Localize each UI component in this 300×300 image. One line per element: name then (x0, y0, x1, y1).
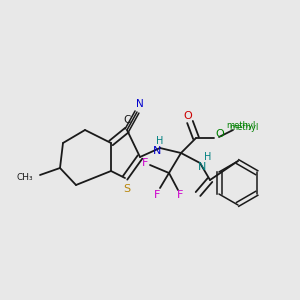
Text: N: N (198, 162, 206, 172)
Text: S: S (123, 184, 130, 194)
Text: F: F (154, 190, 160, 200)
Text: H: H (204, 152, 212, 162)
Text: F: F (142, 158, 148, 168)
Text: N: N (136, 99, 144, 109)
Text: F: F (177, 190, 183, 200)
Text: CH₃: CH₃ (16, 173, 33, 182)
Text: methyl: methyl (229, 122, 259, 131)
Text: N: N (153, 146, 161, 156)
Text: methyl: methyl (226, 122, 256, 130)
Text: C: C (123, 115, 131, 125)
Text: O: O (184, 111, 192, 121)
Text: O: O (216, 129, 224, 139)
Text: H: H (156, 136, 164, 146)
